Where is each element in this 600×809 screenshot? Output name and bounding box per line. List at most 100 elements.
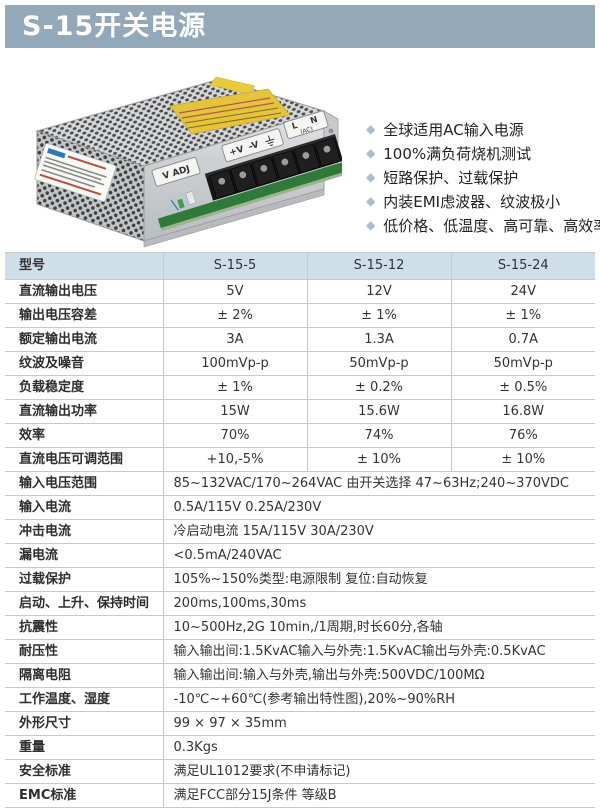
spec-label-cell: 启动、上升、保持时间 [5,591,164,616]
table-row: 外形尺寸 99 × 97 × 35mm [5,711,595,736]
pcb-components [170,190,197,211]
spec-value-cell: 15.6W [306,399,452,424]
table-row: 输入电流 0.5A/115V 0.25A/230V [5,495,595,520]
table-header-row: 型号 S-15-5 S-15-12 S-15-24 [5,252,595,280]
spec-value-cell: 1.3A [306,327,452,352]
header-model-s15-24: S-15-24 [450,252,595,280]
spec-value-cell: 105%~150%类型:电源限制 复位:自动恢复 [162,567,595,592]
terminal-block [204,134,344,201]
table-row: 输出电压容差 ± 2% ± 1% ± 1% [5,303,595,328]
header-model-s15-12: S-15-12 [306,252,452,280]
spec-value-cell: +10,-5% [162,447,308,472]
spec-value-cell: 16.8W [450,399,595,424]
yellow-label [169,88,291,135]
spec-value-cell: 85~132VAC/170~264VAC 由开关选择 47~63Hz;240~3… [162,471,595,496]
feature-text: 短路保护、过载保护 [383,168,519,187]
spec-value-cell: 12V [306,279,452,304]
table-row: 抗震性 10~500Hz,2G 10min,/1周期,时长60分,各轴 [5,615,595,640]
ac-terminal-label: L N (AC) [283,110,329,139]
pcb-edge-light [160,169,353,232]
minus-v-text: -V [248,140,261,153]
spec-value-cell: ± 1% [306,303,452,328]
v-adj-label: V ADJ [151,156,201,187]
spec-label-cell: 安全标准 [5,759,164,784]
spec-value-cell: 50mVp-p [306,351,452,376]
spec-value-cell: ± 0.5% [450,375,595,400]
diamond-bullet-icon: ◆ [366,218,376,232]
feature-text: 全球适用AC输入电源 [383,120,524,139]
table-row: 工作温度、湿度 -10℃~+60℃(参考输出特性图),20%~90%RH [5,687,595,712]
plus-v-text: +V [228,145,245,159]
white-spec-label [34,143,117,202]
spec-label-cell: 隔离电阻 [5,663,164,688]
feature-list: ◆ 全球适用AC输入电源 ◆ 100%满负荷烧机测试 ◆ 短路保护、过载保护 ◆… [366,117,600,237]
power-supply-illustration: V ADJ +V -V L [34,76,353,248]
spec-value-cell: ± 1% [162,375,308,400]
spec-value-cell: 0.3Kgs [162,735,595,760]
diamond-bullet-icon: ◆ [366,122,376,136]
table-row: 直流电压可调范围 +10,-5% ± 10% ± 10% [5,447,595,472]
spec-label-cell: 抗震性 [5,615,164,640]
table-row: EMC标准 满足FCC部分15J条件 等级B [5,783,595,808]
table-row: 效率 70% 74% 76% [5,423,595,448]
diamond-bullet-icon: ◆ [366,170,376,184]
table-row: 耐压性 输入输出间:1.5KvAC输入与外壳:1.5KvAC输出与外壳:0.5K… [5,639,595,664]
spec-label-cell: 工作温度、湿度 [5,687,164,712]
feature-item: ◆ 全球适用AC输入电源 [366,117,600,141]
feature-item: ◆ 低价格、低温度、高可靠、高效率 [366,213,600,237]
spec-value-cell: ± 2% [162,303,308,328]
spec-label-cell: 漏电流 [5,543,164,568]
diamond-bullet-icon: ◆ [366,146,376,160]
table-row: 隔离电阻 输入输出间:输入与外壳,输出与外壳:500VDC/100MΩ [5,663,595,688]
page-title: S-15开关电源 [22,11,207,42]
spec-value-cell: 50mVp-p [450,351,595,376]
diamond-bullet-icon: ◆ [366,194,376,208]
spec-value-cell: 76% [450,423,595,448]
spec-value-cell: 冷启动电流 15A/115V 30A/230V [162,519,595,544]
table-row: 过载保护 105%~150%类型:电源限制 复位:自动恢复 [5,567,595,592]
spec-label-cell: 耐压性 [5,639,164,664]
spec-label-cell: EMC标准 [5,783,164,808]
table-row: 启动、上升、保持时间 200ms,100ms,30ms [5,591,595,616]
feature-item: ◆ 内装EMI虑波器、纹波极小 [366,189,600,213]
spec-value-cell: 满足UL1012要求(不申请标记) [162,759,595,784]
spec-label-cell: 额定输出电流 [5,327,164,352]
base-lip [143,188,325,248]
page-title-banner: S-15开关电源 [5,5,595,48]
spec-value-cell: 24V [450,279,595,304]
product-photo: V ADJ +V -V L [22,69,353,249]
spec-value-cell: ± 0.2% [306,375,452,400]
spec-label-cell: 过载保护 [5,567,164,592]
spec-label-cell: 冲击电流 [5,519,164,544]
spec-label-cell: 输入电流 [5,495,164,520]
spec-label-cell: 直流输出电压 [5,279,164,304]
feature-item: ◆ 100%满负荷烧机测试 [366,141,600,165]
spec-value-cell: <0.5mA/240VAC [162,543,595,568]
spec-value-cell: 74% [306,423,452,448]
feature-item: ◆ 短路保护、过载保护 [366,165,600,189]
ac-text: (AC) [300,125,314,135]
spec-label-cell: 输出电压容差 [5,303,164,328]
spec-value-cell: 3A [162,327,308,352]
spec-value-cell: 0.5A/115V 0.25A/230V [162,495,595,520]
flange-hole [328,128,334,134]
header-model-label: 型号 [5,252,164,280]
spec-value-cell: 输入输出间:输入与外壳,输出与外壳:500VDC/100MΩ [162,663,595,688]
spec-value-cell: 200ms,100ms,30ms [162,591,595,616]
spec-value-cell: 70% [162,423,308,448]
table-row: 输入电压范围 85~132VAC/170~264VAC 由开关选择 47~63H… [5,471,595,496]
spec-value-cell: ± 1% [450,303,595,328]
table-row: 安全标准 满足UL1012要求(不申请标记) [5,759,595,784]
spec-label-cell: 直流输出功率 [5,399,164,424]
spec-value-cell: 满足FCC部分15J条件 等级B [162,783,595,808]
spec-label-cell: 外形尺寸 [5,711,164,736]
spec-value-cell: ± 10% [450,447,595,472]
table-row: 额定输出电流 3A 1.3A 0.7A [5,327,595,352]
neutral-text: N [309,115,319,127]
table-row: 重量 0.3Kgs [5,735,595,760]
table-row: 纹波及噪音 100mVp-p 50mVp-p 50mVp-p [5,351,595,376]
product-hero: V ADJ +V -V L [0,55,600,250]
feature-text: 内装EMI虑波器、纹波极小 [383,192,561,211]
table-row: 漏电流 <0.5mA/240VAC [5,543,595,568]
spec-value-cell: 100mVp-p [162,351,308,376]
